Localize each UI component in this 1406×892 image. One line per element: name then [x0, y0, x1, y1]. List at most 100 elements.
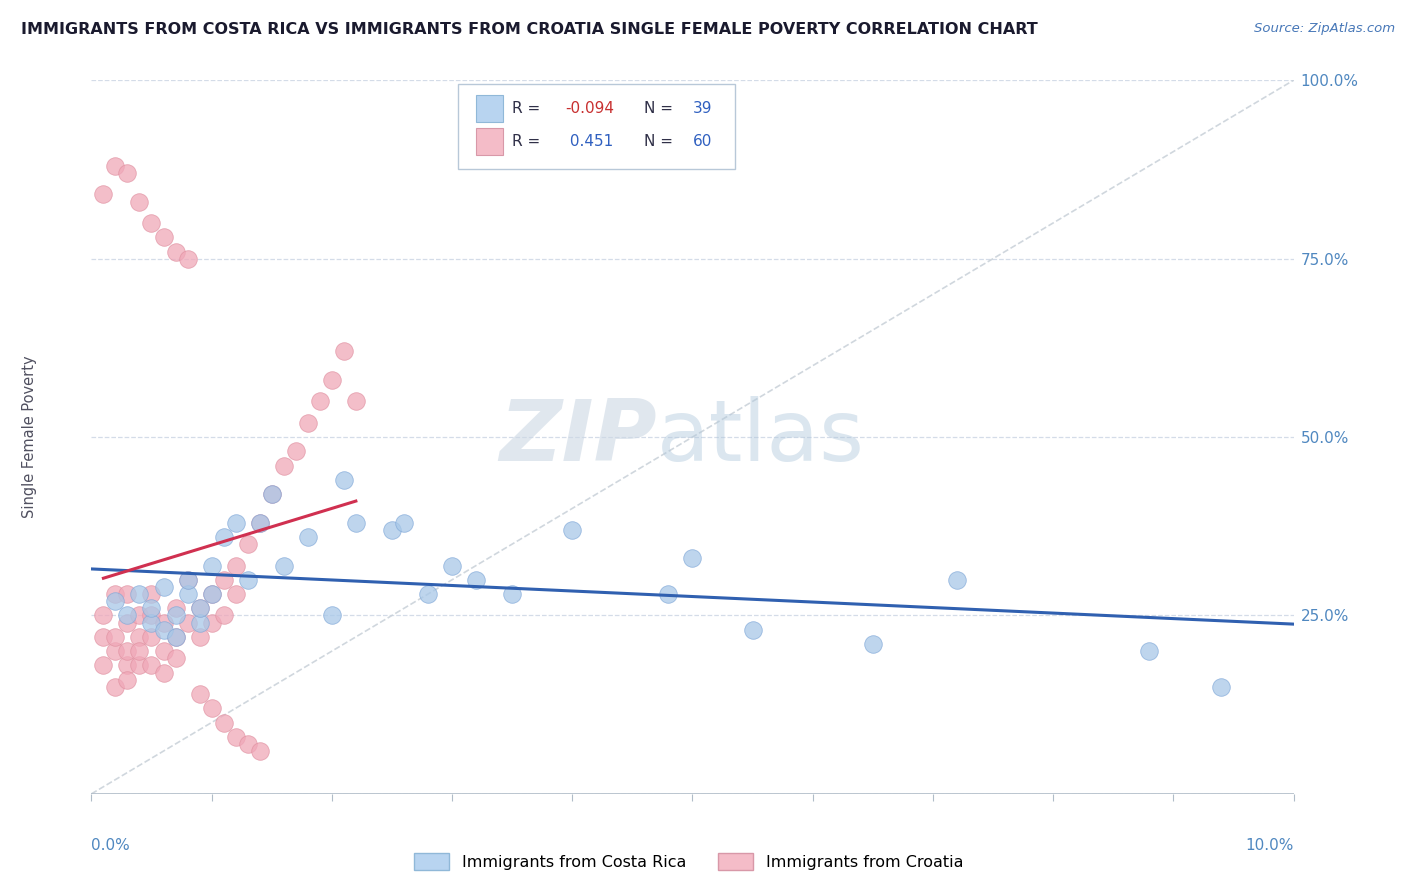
Point — [128, 194, 150, 209]
Point — [152, 665, 174, 680]
Point — [117, 644, 139, 658]
Point — [321, 373, 343, 387]
Point — [104, 594, 127, 608]
Point — [176, 573, 198, 587]
Point — [392, 516, 415, 530]
Text: 39: 39 — [692, 101, 711, 116]
Point — [152, 623, 174, 637]
Point — [165, 651, 187, 665]
Text: atlas: atlas — [657, 395, 865, 479]
Point — [117, 608, 139, 623]
Point — [297, 530, 319, 544]
Point — [201, 558, 224, 573]
Point — [236, 537, 259, 551]
Point — [225, 730, 247, 744]
Point — [381, 523, 404, 537]
Point — [117, 673, 139, 687]
Point — [212, 573, 235, 587]
Point — [188, 615, 211, 630]
Point — [141, 216, 163, 230]
Point — [104, 680, 127, 694]
Text: 0.0%: 0.0% — [91, 838, 131, 853]
Point — [212, 530, 235, 544]
Point — [321, 608, 343, 623]
Point — [188, 687, 211, 701]
Point — [862, 637, 884, 651]
Point — [141, 615, 163, 630]
Point — [141, 587, 163, 601]
Point — [308, 394, 330, 409]
Text: IMMIGRANTS FROM COSTA RICA VS IMMIGRANTS FROM CROATIA SINGLE FEMALE POVERTY CORR: IMMIGRANTS FROM COSTA RICA VS IMMIGRANTS… — [21, 22, 1038, 37]
Point — [117, 166, 139, 180]
Point — [165, 630, 187, 644]
Point — [117, 587, 139, 601]
FancyBboxPatch shape — [458, 84, 734, 169]
Point — [152, 615, 174, 630]
Point — [260, 487, 283, 501]
Point — [465, 573, 488, 587]
Y-axis label: Single Female Poverty: Single Female Poverty — [22, 356, 38, 518]
Point — [333, 344, 356, 359]
Point — [212, 608, 235, 623]
Point — [225, 587, 247, 601]
Point — [201, 587, 224, 601]
Point — [165, 608, 187, 623]
Point — [152, 644, 174, 658]
Point — [104, 630, 127, 644]
Point — [165, 601, 187, 615]
Point — [236, 737, 259, 751]
Point — [741, 623, 763, 637]
Point — [176, 573, 198, 587]
Point — [188, 601, 211, 615]
Point — [93, 658, 115, 673]
Point — [297, 416, 319, 430]
Legend: Immigrants from Costa Rica, Immigrants from Croatia: Immigrants from Costa Rica, Immigrants f… — [408, 847, 970, 877]
Point — [152, 580, 174, 594]
Point — [152, 230, 174, 244]
Point — [273, 458, 295, 473]
Text: 0.451: 0.451 — [565, 134, 613, 149]
Point — [176, 587, 198, 601]
Point — [93, 187, 115, 202]
Point — [165, 630, 187, 644]
Text: 60: 60 — [692, 134, 711, 149]
Point — [165, 244, 187, 259]
Point — [333, 473, 356, 487]
Point — [249, 744, 271, 758]
Point — [201, 615, 224, 630]
Point — [141, 658, 163, 673]
FancyBboxPatch shape — [477, 128, 502, 155]
Text: 10.0%: 10.0% — [1246, 838, 1294, 853]
Point — [117, 615, 139, 630]
Point — [93, 630, 115, 644]
Point — [212, 715, 235, 730]
Point — [93, 608, 115, 623]
Point — [681, 551, 703, 566]
Point — [225, 558, 247, 573]
Point — [188, 630, 211, 644]
Text: R =: R = — [512, 101, 540, 116]
Point — [176, 615, 198, 630]
Point — [344, 516, 367, 530]
Point — [141, 630, 163, 644]
Point — [1211, 680, 1233, 694]
Point — [657, 587, 679, 601]
Point — [128, 630, 150, 644]
Point — [225, 516, 247, 530]
Text: N =: N = — [644, 134, 673, 149]
Point — [416, 587, 439, 601]
Point — [104, 644, 127, 658]
Point — [128, 644, 150, 658]
Point — [128, 587, 150, 601]
Point — [188, 601, 211, 615]
Point — [201, 587, 224, 601]
Point — [201, 701, 224, 715]
FancyBboxPatch shape — [477, 95, 502, 121]
Point — [344, 394, 367, 409]
Point — [104, 159, 127, 173]
Point — [561, 523, 583, 537]
Point — [236, 573, 259, 587]
Point — [141, 608, 163, 623]
Point — [501, 587, 523, 601]
Point — [249, 516, 271, 530]
